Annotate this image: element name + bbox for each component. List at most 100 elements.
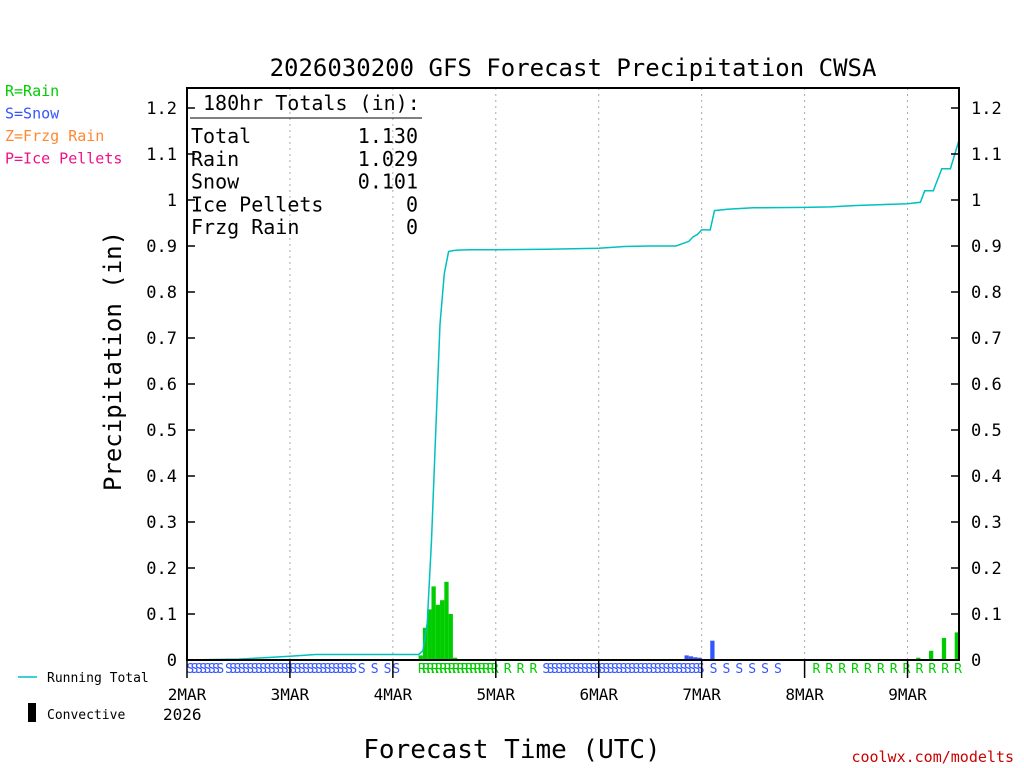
ptype-mark: S (547, 662, 555, 677)
ptype-mark: S (735, 662, 743, 677)
ptype-mark: S (289, 662, 297, 677)
plot-frame (186, 87, 960, 661)
ptype-mark: S (632, 662, 640, 677)
totals-row-label: Frzg Rain (191, 215, 299, 239)
ptype-mark: S (675, 662, 683, 677)
y-tick-label: 0.5 (971, 421, 1002, 441)
y-tick-label: 0.4 (971, 467, 1002, 487)
ptype-mark: S (268, 662, 276, 677)
ptype-mark: S (581, 662, 589, 677)
ptype-mark: S (392, 662, 400, 677)
ptype-mark: S (568, 662, 576, 677)
x-tick-label: 4MAR (374, 685, 413, 704)
credit-text: coolwx.com/modelts (851, 748, 1014, 766)
ptype-mark: R (838, 662, 846, 677)
ptype-mark: S (328, 662, 336, 677)
y-tick-label: 1.1 (971, 145, 1002, 165)
ptype-mark: R (431, 662, 439, 677)
ptype-mark: R (448, 662, 456, 677)
precip-bar (444, 581, 449, 660)
ptype-mark: S (774, 662, 782, 677)
ptype-mark: R (465, 662, 473, 677)
x-tick-label: 6MAR (579, 685, 618, 704)
y-tick-label: 0.2 (971, 559, 1002, 579)
y-tick-label: 0.6 (971, 375, 1002, 395)
ptype-mark: R (813, 662, 821, 677)
ptype-mark: R (928, 662, 936, 677)
ptype-mark: S (264, 662, 272, 677)
precip-bar (697, 657, 702, 660)
ptype-mark: S (186, 662, 194, 677)
ptype-mark: S (722, 662, 730, 677)
ptype-mark: S (358, 662, 366, 677)
ptype-mark: S (628, 662, 636, 677)
precip-bar (710, 640, 715, 660)
precip-bar (693, 657, 698, 660)
totals-row-value: 0 (406, 215, 418, 239)
y-tick-label: 0.9 (971, 237, 1002, 257)
ptype-mark: S (306, 662, 314, 677)
chart-title: 2026030200 GFS Forecast Precipitation CW… (270, 54, 877, 82)
totals-row-label: Ice Pellets (191, 192, 323, 216)
ptype-mark: S (199, 662, 207, 677)
ptype-mark: S (688, 662, 696, 677)
ptype-mark: S (602, 662, 610, 677)
ptype-mark: S (590, 662, 598, 677)
ptype-mark: S (761, 662, 769, 677)
ptype-legend-item: P=Ice Pellets (5, 150, 122, 168)
x-axis: 2MAR 3MAR 4MAR 5MAR 6MAR 7MAR 8MAR 9MAR (168, 660, 927, 704)
y-tick-label: 0.8 (146, 283, 177, 303)
precip-bar (435, 604, 441, 660)
ptype-mark: S (345, 662, 353, 677)
precip-bar (941, 637, 947, 660)
ptype-mark: R (418, 662, 426, 677)
ptype-mark: R (491, 662, 499, 677)
ptype-mark: S (624, 662, 632, 677)
ptype-mark: S (238, 662, 246, 677)
ptype-mark: S (336, 662, 344, 677)
totals-row-value: 0 (406, 192, 418, 216)
ptype-mark: S (710, 662, 718, 677)
ptype-mark: S (371, 662, 379, 677)
y-tick-label: 1 (167, 191, 177, 211)
precip-bar (448, 614, 453, 660)
convective-legend-label: Convective (47, 708, 125, 723)
ptype-mark: S (349, 662, 357, 677)
precip-bar (452, 657, 458, 660)
precip-bar (418, 655, 423, 660)
ptype-legend-item: R=Rain (5, 82, 59, 100)
x-axis-label: Forecast Time (UTC) (363, 735, 660, 765)
ptype-mark: R (504, 662, 512, 677)
ptype-mark: R (469, 662, 477, 677)
y-tick-label: 0.1 (146, 605, 177, 625)
precip-bar (916, 657, 921, 660)
precip-bar (688, 656, 694, 660)
ptype-mark: R (941, 662, 949, 677)
ptype-mark: S (259, 662, 267, 677)
x-tick-label: 2MAR (168, 685, 207, 704)
ptype-mark: S (298, 662, 306, 677)
ptype-mark: S (645, 662, 653, 677)
y-tick-label: 0.1 (971, 605, 1002, 625)
ptype-mark: R (825, 662, 833, 677)
ptype-mark: S (229, 662, 237, 677)
ptype-mark: R (439, 662, 447, 677)
y-tick-label: 0.9 (146, 237, 177, 257)
ptype-mark: S (216, 662, 224, 677)
ptype-mark: S (577, 662, 585, 677)
ptype-mark: S (255, 662, 263, 677)
y-tick-label: 0 (971, 651, 981, 671)
ptype-mark: S (560, 662, 568, 677)
totals-row-label: Total (191, 124, 251, 148)
ptype-mark: S (684, 662, 692, 677)
totals-row-label: Rain (191, 147, 239, 171)
ptype-mark: R (954, 662, 962, 677)
ptype-mark: R (890, 662, 898, 677)
precip-bars (418, 581, 959, 660)
ptype-mark: S (585, 662, 593, 677)
precip-bar (422, 627, 428, 660)
ptype-mark: S (285, 662, 293, 677)
ptype-mark: S (555, 662, 563, 677)
